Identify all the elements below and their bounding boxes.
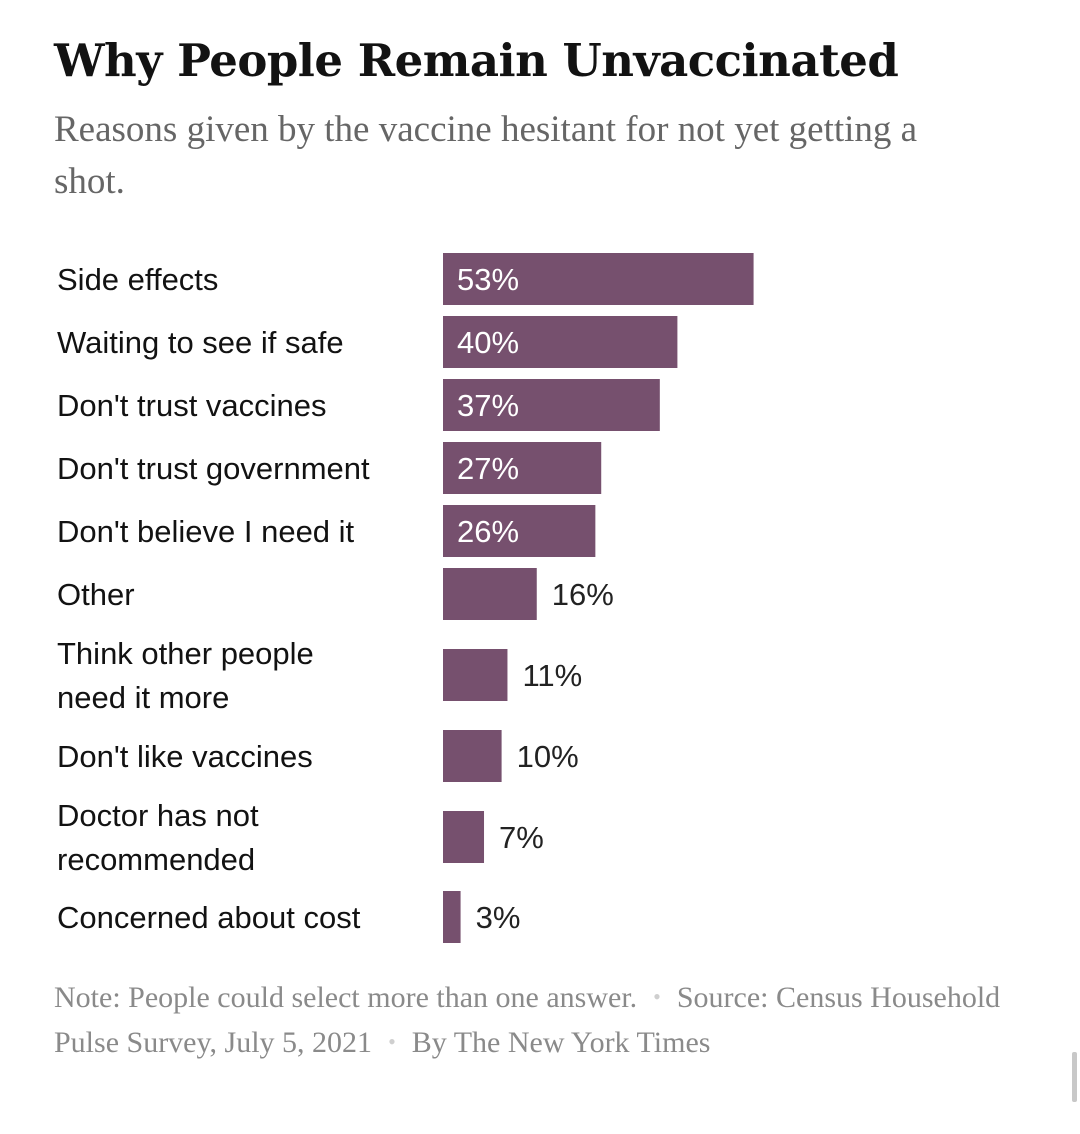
bar [443,649,508,701]
bar [443,568,537,620]
category-label: Don't trust government [57,451,370,486]
value-label: 26% [457,514,519,549]
bar [443,891,461,943]
bar [443,730,502,782]
category-label: Think other people need it more [57,636,314,715]
category-label: Other [57,577,135,612]
byline-text: By The New York Times [411,1026,711,1059]
chart-subtitle: Reasons given by the vaccine hesitant fo… [54,109,918,202]
value-label: 3% [476,900,521,935]
category-label: Concerned about cost [57,900,361,935]
bar-chart: Side effects 53% Waiting to see if safe 40%… [57,253,754,943]
separator-dot: • [653,984,661,1009]
chart-footnote: Note: People could select more than one … [54,976,1044,1066]
category-label: Waiting to see if safe [57,325,344,360]
source-text: Source: Census Household Pulse Survey, J… [54,981,1001,1059]
value-label: 16% [552,577,614,612]
category-label: Doctor has not recommended [57,798,259,877]
value-label: 11% [522,658,582,693]
chart-title: Why People Remain Unvaccinated [54,34,899,87]
category-label: Don't trust vaccines [57,388,327,423]
scrollbar[interactable] [1072,1052,1077,1102]
category-label: Side effects [57,262,218,297]
bar [443,442,602,494]
category-label: Don't like vaccines [57,739,313,774]
bar [443,505,596,557]
bar [443,811,485,863]
bar [443,316,678,368]
value-label: 40% [457,325,519,360]
value-label: 10% [517,739,579,774]
note-text: Note: People could select more than one … [54,981,638,1014]
value-label: 53% [457,262,519,297]
value-label: 37% [457,388,519,423]
separator-dot: • [388,1029,396,1054]
category-label: Don't believe I need it [57,514,355,549]
bar [443,379,660,431]
value-label: 7% [499,820,544,855]
bar [443,253,754,305]
value-label: 27% [457,451,519,486]
